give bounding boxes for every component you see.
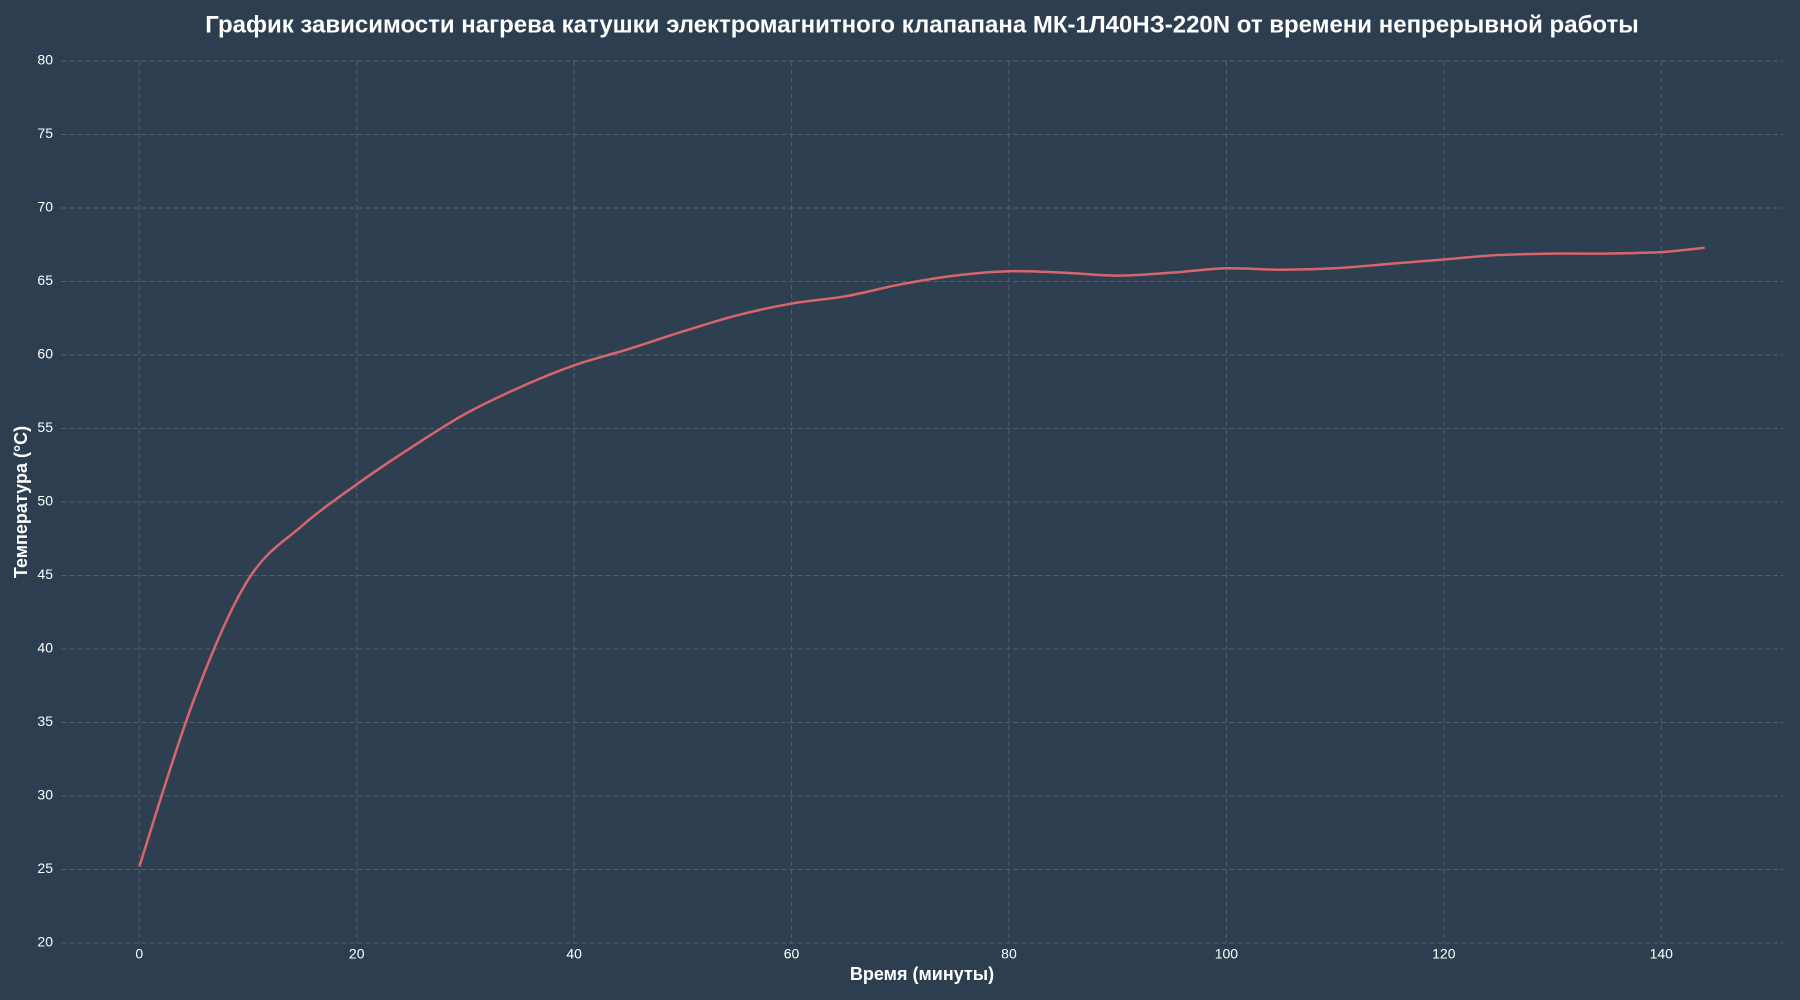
data-line (138, 246, 1705, 867)
y-tick-label: 45 (37, 566, 53, 582)
x-axis-label: Время (минуты) (850, 964, 994, 984)
x-tick-label: 100 (1215, 946, 1239, 962)
y-tick-label: 70 (37, 199, 53, 215)
x-tick-label: 60 (784, 946, 800, 962)
y-tick-label: 25 (37, 860, 53, 876)
x-tick-label: 40 (566, 946, 582, 962)
x-tick-label: 80 (1001, 946, 1017, 962)
x-tick-label: 20 (349, 946, 365, 962)
y-tick-label: 40 (37, 640, 53, 656)
y-axis-label: Температура (°C) (11, 426, 31, 578)
y-tick-label: 50 (37, 493, 53, 509)
x-tick-label: 140 (1650, 946, 1674, 962)
y-tick-label: 80 (37, 52, 53, 68)
y-tick-label: 60 (37, 346, 53, 362)
y-tick-label: 35 (37, 713, 53, 729)
y-tick-label: 30 (37, 787, 53, 803)
x-tick-label: 120 (1432, 946, 1456, 962)
y-tick-label: 75 (37, 125, 53, 141)
y-tick-label: 20 (37, 934, 53, 950)
y-tick-label: 55 (37, 419, 53, 435)
chart-title: График зависимости нагрева катушки элект… (205, 11, 1638, 38)
y-tick-label: 65 (37, 272, 53, 288)
x-tick-label: 0 (135, 946, 143, 962)
